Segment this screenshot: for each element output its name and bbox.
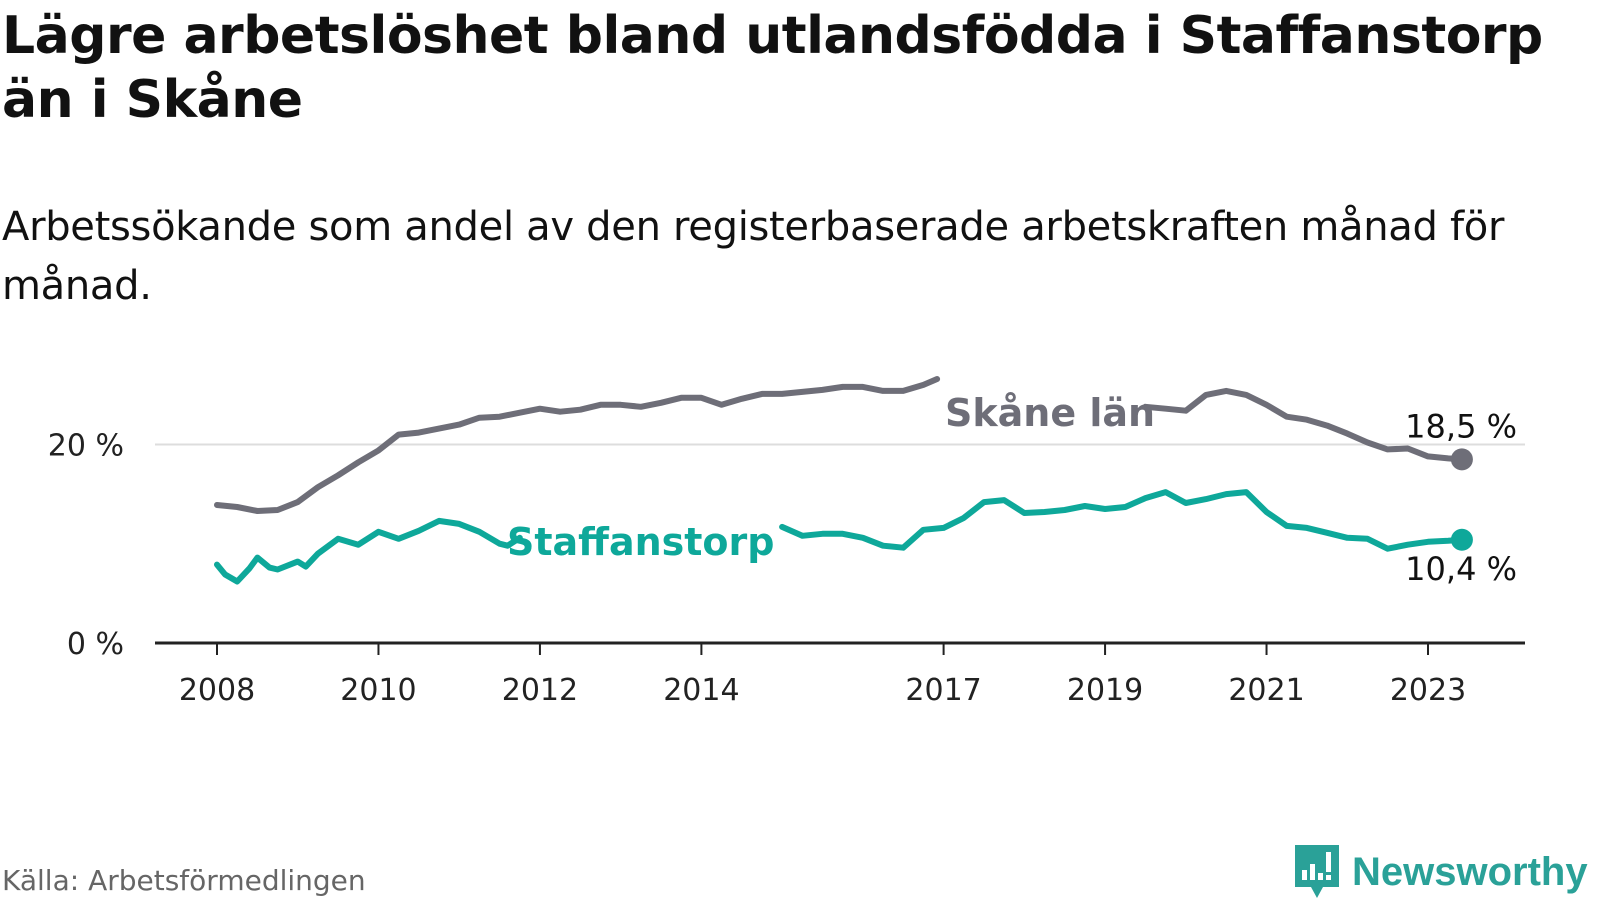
x-tick-label: 2019 bbox=[1067, 673, 1143, 708]
series-line-staffanstorp bbox=[214, 517, 523, 585]
series-line-skane bbox=[1142, 387, 1465, 463]
series-label-staffanstorp: Staffanstorp bbox=[507, 520, 774, 564]
series-label-skane: Skåne län bbox=[945, 391, 1155, 435]
axis-layer: 0 % 20 % 2008 2010 2012 2014 2017 2019 2021 2023 bbox=[48, 428, 1525, 708]
brand-name: Newsworthy bbox=[1352, 849, 1588, 894]
y-tick-label: 20 % bbox=[48, 428, 124, 463]
end-value-label: 18,5 % bbox=[1405, 407, 1517, 445]
series-line-staffanstorp bbox=[779, 489, 1465, 552]
end-point-staffanstorp bbox=[1450, 528, 1473, 551]
x-tick-label: 2021 bbox=[1228, 673, 1304, 708]
end-value-label: 10,4 % bbox=[1405, 550, 1517, 588]
chart-title: Lägre arbetslöshet bland utlandsfödda i … bbox=[2, 6, 1543, 130]
brand: Newsworthy bbox=[1292, 842, 1588, 902]
series-layer bbox=[214, 376, 1473, 585]
source-note: Källa: Arbetsförmedlingen bbox=[2, 864, 366, 897]
x-tick-label: 2008 bbox=[179, 673, 255, 708]
x-tick-label: 2014 bbox=[663, 673, 739, 708]
x-tick-label: 2023 bbox=[1390, 673, 1466, 708]
chart-subtitle: Arbetssökande som andel av den registerb… bbox=[2, 204, 1505, 309]
x-tick-label: 2010 bbox=[340, 673, 416, 708]
x-tick-label: 2012 bbox=[502, 673, 578, 708]
end-point-skane bbox=[1450, 448, 1473, 471]
x-tick-label: 2017 bbox=[905, 673, 981, 708]
y-tick-label: 0 % bbox=[67, 627, 124, 662]
bar-chart-speech-bubble-icon bbox=[1295, 845, 1339, 898]
label-layer: 18,5 % 10,4 % Skåne län Staffanstorp bbox=[507, 391, 1517, 588]
series-line-skane bbox=[214, 376, 941, 514]
